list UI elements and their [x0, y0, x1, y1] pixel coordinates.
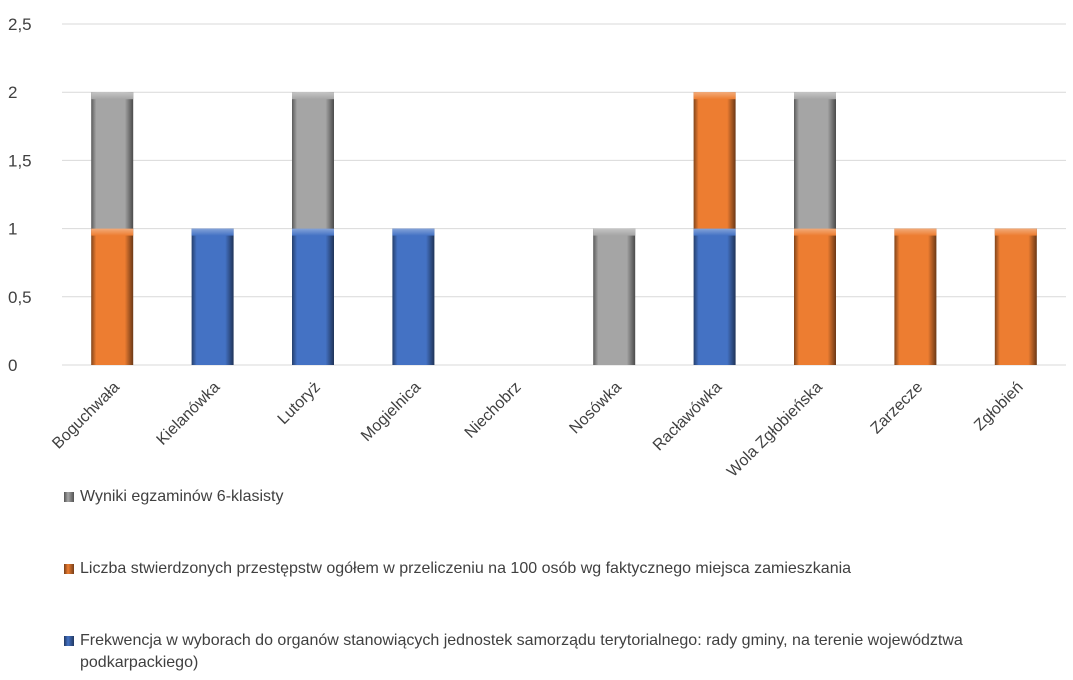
y-tick-label: 2,5	[8, 15, 32, 34]
legend-item: Frekwencja w wyborach do organów stanowi…	[64, 630, 1064, 674]
legend-swatch	[64, 492, 74, 502]
y-tick-label: 1,5	[8, 151, 32, 170]
x-tick-label: Kielanówka	[154, 379, 224, 449]
bar-segment	[894, 228, 937, 365]
bar-segment	[794, 92, 836, 229]
x-tick-label: Zarzecze	[868, 379, 927, 438]
x-axis-ticks: Boguchwała Kielanówka Lutoryż Mogielnica Nie…	[49, 379, 1026, 480]
x-tick-label: Mogielnica	[358, 379, 424, 445]
y-tick-label: 0,5	[8, 288, 32, 307]
legend-item: Wyniki egzaminów 6-klasisty	[64, 486, 1064, 508]
bar-chart: 0 0,5 1 1,5 2 2,5 Boguchwała Kielanówka Lutoryż…	[8, 15, 1066, 480]
bar-segment	[794, 228, 836, 365]
bar-segment	[91, 228, 134, 365]
y-axis-ticks: 0 0,5 1 1,5 2 2,5	[8, 15, 32, 375]
bar-segment	[191, 228, 234, 365]
x-tick-label: Lutoryż	[275, 379, 324, 428]
y-tick-label: 1	[8, 220, 17, 239]
legend-item: Liczba stwierdzonych przestępstw ogółem …	[64, 558, 1064, 580]
y-tick-label: 2	[8, 83, 17, 102]
y-tick-label: 0	[8, 356, 17, 375]
bar-segment	[292, 228, 334, 365]
legend-swatch	[64, 636, 74, 646]
bar-segment	[994, 228, 1037, 365]
bars	[91, 92, 1037, 365]
bar-segment	[392, 228, 435, 365]
x-tick-label: Boguchwała	[49, 379, 123, 453]
legend-label: Frekwencja w wyborach do organów stanowi…	[80, 632, 963, 671]
bar-segment	[292, 92, 334, 229]
x-tick-label: Nosówka	[566, 379, 625, 438]
bar-segment	[91, 92, 134, 229]
bar-segment	[593, 228, 636, 365]
x-tick-label: Wola Zgłobieńska	[724, 379, 826, 480]
legend-label: Liczba stwierdzonych przestępstw ogółem …	[80, 560, 852, 577]
bar-segment	[693, 228, 736, 365]
x-tick-label: Zgłobień	[971, 379, 1026, 434]
x-tick-label: Racławówka	[650, 379, 726, 455]
x-tick-label: Niechobrz	[462, 379, 525, 442]
legend-swatch	[64, 564, 74, 574]
legend-label: Wyniki egzaminów 6-klasisty	[80, 488, 284, 505]
bar-segment	[693, 92, 736, 229]
